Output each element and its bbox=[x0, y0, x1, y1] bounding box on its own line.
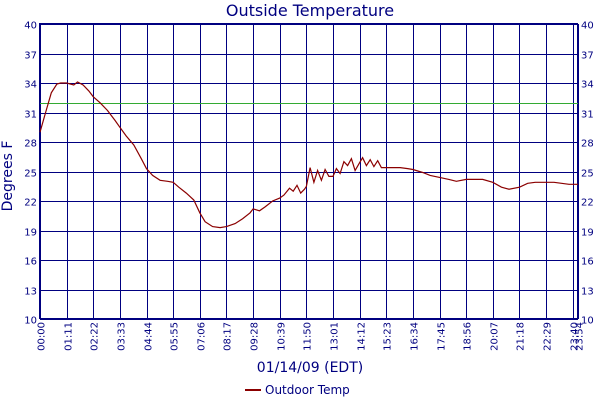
x-axis-label: 01/14/09 (EDT) bbox=[257, 360, 363, 376]
y-tick-label: 13 bbox=[24, 287, 37, 298]
x-axis: 00:00 01:11 02:22 03:33 04:44 05:55 07:06 08:17… bbox=[37, 322, 586, 351]
y-tick-label: 31 bbox=[24, 110, 37, 121]
x-tick-label: 23:40 bbox=[570, 322, 581, 351]
x-tick-label: 04:44 bbox=[144, 322, 155, 351]
plot-area bbox=[39, 23, 578, 319]
y-axis-right: 10 13 16 19 22 25 28 31 34 37 40 bbox=[581, 21, 594, 327]
x-tick-label: 02:22 bbox=[90, 322, 101, 351]
x-tick-label: 00:00 bbox=[37, 322, 48, 351]
x-tick-label: 08:17 bbox=[223, 322, 234, 351]
x-tick-label: 22:29 bbox=[543, 322, 554, 351]
x-tick-label: 23:54 bbox=[575, 322, 586, 351]
y-axis-label: Degrees F bbox=[0, 141, 16, 212]
y-tick-label: 10 bbox=[24, 316, 37, 327]
x-tick-label: 13:01 bbox=[330, 322, 341, 351]
y-tick-label-right: 28 bbox=[581, 139, 594, 150]
y-tick-label-right: 31 bbox=[581, 110, 594, 121]
y-tick-label: 40 bbox=[24, 21, 37, 32]
x-tick-label: 05:55 bbox=[170, 322, 181, 351]
x-tick-label: 07:06 bbox=[197, 322, 208, 351]
x-tick-label: 17:45 bbox=[437, 322, 448, 351]
y-tick-label-right: 22 bbox=[581, 198, 594, 209]
y-tick-label: 22 bbox=[24, 198, 37, 209]
y-tick-label: 28 bbox=[24, 139, 37, 150]
x-tick-label: 21:18 bbox=[516, 322, 527, 351]
y-tick-label-right: 16 bbox=[581, 257, 594, 268]
y-tick-label: 25 bbox=[24, 169, 37, 180]
x-tick-label: 15:23 bbox=[383, 322, 394, 351]
x-tick-label: 10:39 bbox=[277, 322, 288, 351]
legend: Outdoor Temp bbox=[245, 383, 350, 397]
x-tick-label: 09:28 bbox=[250, 322, 261, 351]
series-outdoor-temp-line bbox=[39, 81, 578, 229]
x-tick-label: 20:07 bbox=[490, 322, 501, 351]
chart-title: Outside Temperature bbox=[226, 1, 394, 20]
x-tick-label: 01:11 bbox=[64, 322, 75, 351]
y-tick-label: 34 bbox=[24, 80, 37, 91]
x-tick-label: 18:56 bbox=[463, 322, 474, 351]
y-tick-label-right: 37 bbox=[581, 51, 594, 62]
x-tick-label: 14:12 bbox=[357, 322, 368, 351]
y-axis-left: 10 13 16 19 22 25 28 31 34 37 40 bbox=[24, 21, 37, 327]
legend-label: Outdoor Temp bbox=[265, 383, 350, 397]
y-tick-label-right: 13 bbox=[581, 287, 594, 298]
y-tick-label-right: 10 bbox=[581, 316, 594, 327]
y-tick-label-right: 19 bbox=[581, 228, 594, 239]
x-tick-label: 03:33 bbox=[117, 322, 128, 351]
y-tick-label: 37 bbox=[24, 51, 37, 62]
y-tick-label-right: 40 bbox=[581, 21, 594, 32]
x-tick-label: 11:50 bbox=[303, 322, 314, 351]
y-tick-label: 16 bbox=[24, 257, 37, 268]
y-tick-label: 19 bbox=[24, 228, 37, 239]
x-tick-label: 16:34 bbox=[410, 322, 421, 351]
y-tick-label-right: 34 bbox=[581, 80, 594, 91]
y-tick-label-right: 25 bbox=[581, 169, 594, 180]
grid bbox=[40, 24, 579, 320]
